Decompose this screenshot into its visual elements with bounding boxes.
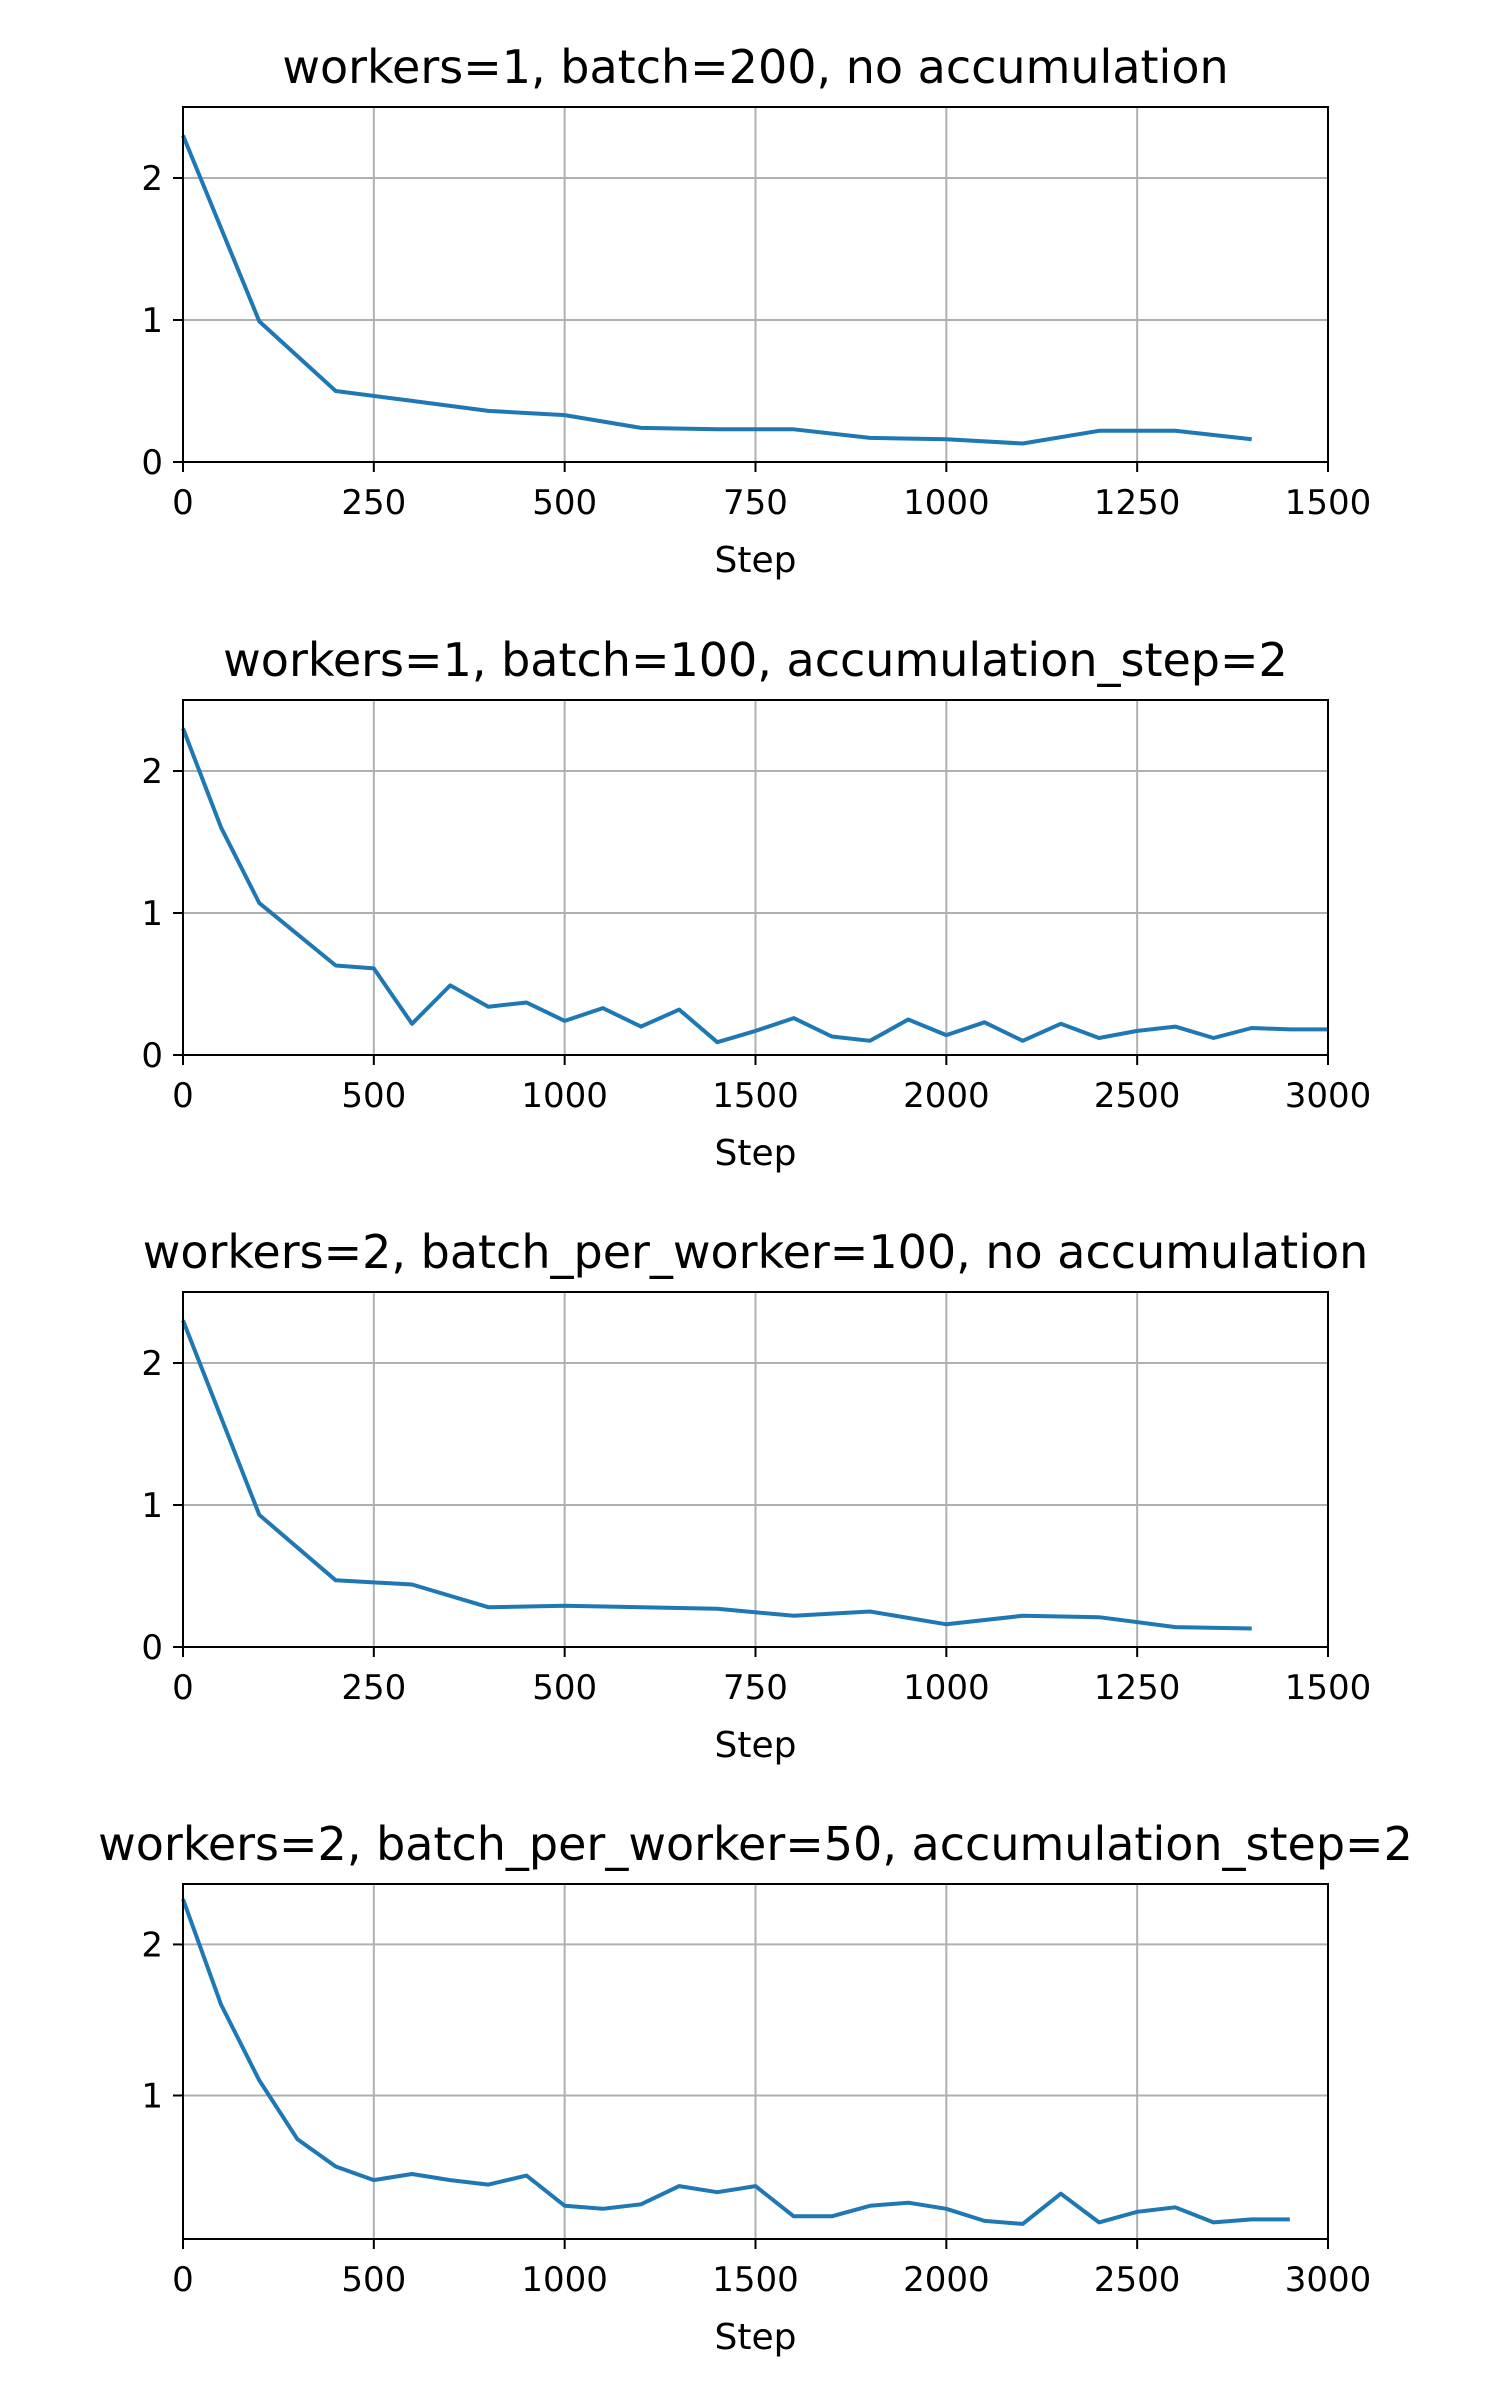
- chart-4-xtick-label-1: 500: [341, 2260, 406, 2300]
- chart-2-xtick-label-1: 500: [341, 1076, 406, 1116]
- chart-2-xtick-label-2: 1000: [521, 1076, 608, 1116]
- chart-4-xtick-label-3: 1500: [712, 2260, 799, 2300]
- chart-3-xtick-label-1: 250: [341, 1668, 406, 1708]
- subplot-2: workers=1, batch=100, accumulation_step=…: [141, 633, 1371, 1174]
- chart-4-series-line: [181, 1898, 1290, 2226]
- chart-3-series-line: [181, 1319, 1252, 1631]
- chart-1-xtick-label-0: 0: [172, 483, 194, 523]
- chart-4-xtick-label-4: 2000: [903, 2260, 990, 2300]
- chart-4-xlabel: Step: [715, 2317, 797, 2358]
- chart-1-xtick-label-6: 1500: [1285, 483, 1372, 523]
- chart-3-ytick-label-1: 1: [141, 1486, 163, 1526]
- chart-2-xlabel: Step: [715, 1133, 797, 1174]
- chart-4-ytick-label-1: 2: [141, 1925, 163, 1965]
- chart-2-xtick-label-4: 2000: [903, 1076, 990, 1116]
- chart-4-xtick-label-2: 1000: [521, 2260, 608, 2300]
- chart-2-ytick-label-2: 2: [141, 752, 163, 792]
- chart-2-xtick-label-0: 0: [172, 1076, 194, 1116]
- chart-3-xtick-label-5: 1250: [1094, 1668, 1181, 1708]
- chart-1-xtick-label-1: 250: [341, 483, 406, 523]
- chart-3-xtick-label-6: 1500: [1285, 1668, 1372, 1708]
- chart-3-xtick-label-0: 0: [172, 1668, 194, 1708]
- chart-1-ytick-label-2: 2: [141, 159, 163, 199]
- chart-3-xtick-label-3: 750: [723, 1668, 788, 1708]
- chart-1-xtick-label-5: 1250: [1094, 483, 1181, 523]
- chart-1-ytick-label-0: 0: [141, 443, 163, 483]
- chart-2-xtick-label-3: 1500: [712, 1076, 799, 1116]
- chart-3-xtick-label-4: 1000: [903, 1668, 990, 1708]
- subplot-4: workers=2, batch_per_worker=50, accumula…: [98, 1817, 1413, 2358]
- chart-4-ytick-label-0: 1: [141, 2076, 163, 2116]
- chart-4-xtick-label-5: 2500: [1094, 2260, 1181, 2300]
- chart-2-title: workers=1, batch=100, accumulation_step=…: [223, 633, 1288, 687]
- chart-3-xtick-label-2: 500: [532, 1668, 597, 1708]
- chart-2-xtick-label-6: 3000: [1285, 1076, 1372, 1116]
- chart-3-ytick-label-2: 2: [141, 1344, 163, 1384]
- chart-1-series-line: [181, 134, 1252, 446]
- chart-2-ytick-label-0: 0: [141, 1036, 163, 1076]
- chart-2-ytick-label-1: 1: [141, 894, 163, 934]
- chart-1-title: workers=1, batch=200, no accumulation: [282, 40, 1228, 94]
- chart-2-series-line: [181, 727, 1328, 1045]
- chart-1-xtick-label-3: 750: [723, 483, 788, 523]
- chart-4-xtick-label-6: 3000: [1285, 2260, 1372, 2300]
- chart-4-xtick-label-0: 0: [172, 2260, 194, 2300]
- chart-2-xtick-label-5: 2500: [1094, 1076, 1181, 1116]
- chart-3-title: workers=2, batch_per_worker=100, no accu…: [143, 1225, 1369, 1279]
- chart-1-ytick-label-1: 1: [141, 301, 163, 341]
- chart-1-xtick-label-2: 500: [532, 483, 597, 523]
- chart-1-xlabel: Step: [715, 540, 797, 581]
- chart-1-xtick-label-4: 1000: [903, 483, 990, 523]
- subplot-3: workers=2, batch_per_worker=100, no accu…: [141, 1225, 1371, 1766]
- chart-3-xlabel: Step: [715, 1725, 797, 1766]
- chart-4-title: workers=2, batch_per_worker=50, accumula…: [98, 1817, 1413, 1871]
- chart-3-ytick-label-0: 0: [141, 1628, 163, 1668]
